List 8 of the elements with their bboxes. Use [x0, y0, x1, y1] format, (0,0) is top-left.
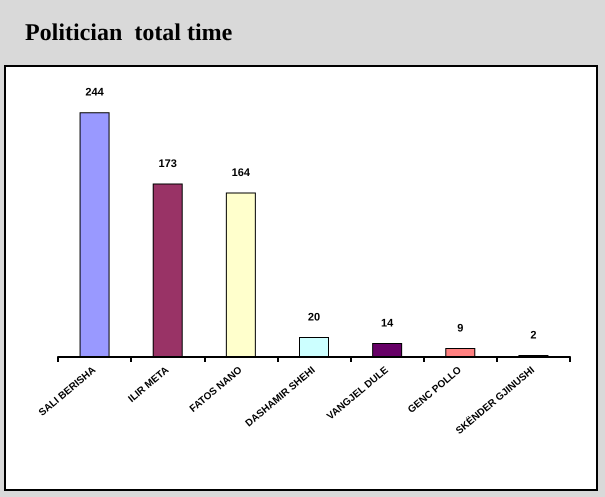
data-label: 14 — [381, 317, 394, 330]
data-label: 244 — [85, 86, 105, 99]
chart-title: Politician total time — [25, 20, 233, 46]
data-label: 9 — [457, 322, 464, 334]
data-label: 164 — [232, 166, 251, 179]
data-label: 20 — [308, 311, 320, 324]
data-label: 2 — [530, 329, 536, 342]
data-label: 173 — [158, 158, 177, 170]
